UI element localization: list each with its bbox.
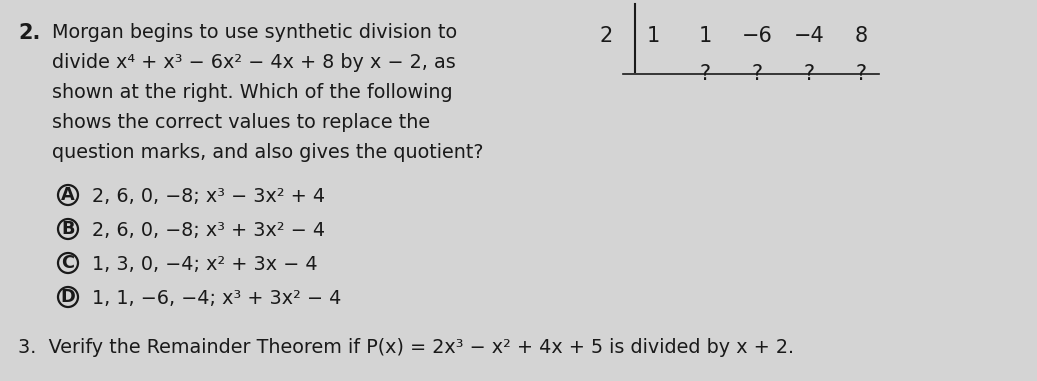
Text: C: C	[61, 254, 75, 272]
Text: −6: −6	[741, 26, 773, 46]
Text: B: B	[61, 220, 75, 238]
Text: shown at the right. Which of the following: shown at the right. Which of the followi…	[52, 83, 452, 102]
Text: ?: ?	[752, 64, 762, 84]
Text: Morgan begins to use synthetic division to: Morgan begins to use synthetic division …	[52, 23, 457, 42]
Text: ?: ?	[699, 64, 710, 84]
Text: −4: −4	[793, 26, 824, 46]
Text: shows the correct values to replace the: shows the correct values to replace the	[52, 113, 430, 132]
Text: 2.: 2.	[18, 23, 40, 43]
Text: 2, 6, 0, −8; x³ − 3x² + 4: 2, 6, 0, −8; x³ − 3x² + 4	[92, 187, 326, 206]
Text: 1: 1	[698, 26, 711, 46]
Text: 1, 3, 0, −4; x² + 3x − 4: 1, 3, 0, −4; x² + 3x − 4	[92, 255, 317, 274]
Text: divide x⁴ + x³ − 6x² − 4x + 8 by x − 2, as: divide x⁴ + x³ − 6x² − 4x + 8 by x − 2, …	[52, 53, 455, 72]
Text: 3.  Verify the Remainder Theorem if P(x) = 2x³ − x² + 4x + 5 is divided by x + 2: 3. Verify the Remainder Theorem if P(x) …	[18, 338, 794, 357]
Text: 2: 2	[599, 26, 613, 46]
Text: D: D	[60, 288, 76, 306]
Text: ?: ?	[804, 64, 814, 84]
Text: question marks, and also gives the quotient?: question marks, and also gives the quoti…	[52, 143, 483, 162]
Text: 1: 1	[646, 26, 660, 46]
Text: 2, 6, 0, −8; x³ + 3x² − 4: 2, 6, 0, −8; x³ + 3x² − 4	[92, 221, 326, 240]
Text: ?: ?	[856, 64, 867, 84]
Text: 8: 8	[854, 26, 868, 46]
Text: A: A	[61, 186, 75, 204]
Text: 1, 1, −6, −4; x³ + 3x² − 4: 1, 1, −6, −4; x³ + 3x² − 4	[92, 289, 341, 308]
